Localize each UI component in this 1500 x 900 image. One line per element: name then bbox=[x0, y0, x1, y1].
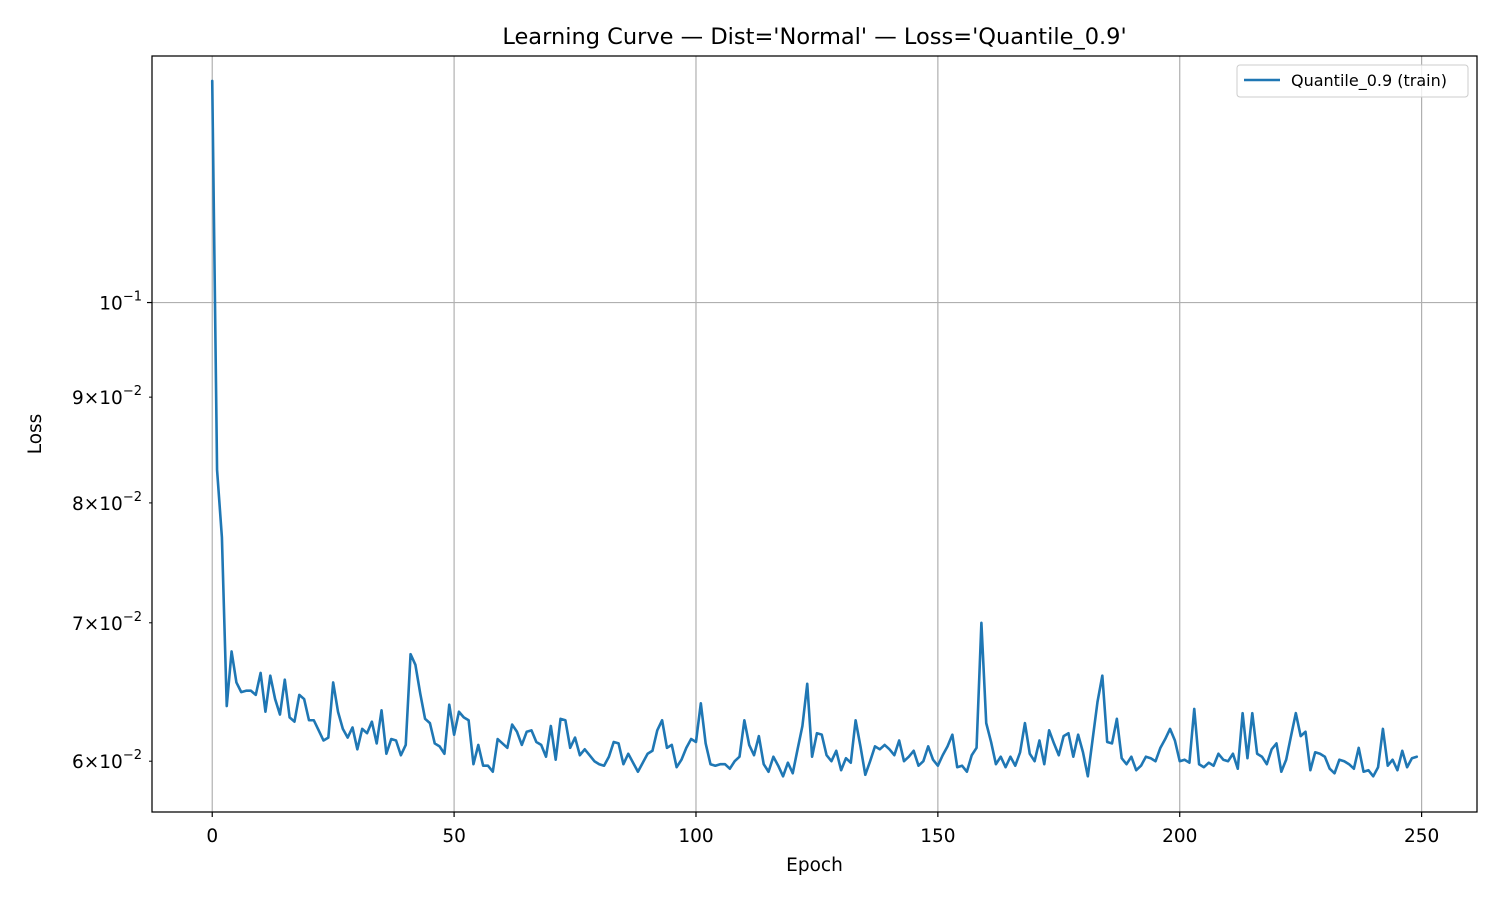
chart-title: Learning Curve — Dist='Normal' — Loss='Q… bbox=[502, 24, 1126, 50]
plot-frame bbox=[151, 55, 1478, 813]
x-tick-label: 250 bbox=[1404, 826, 1439, 847]
y-tick-label: 10−1 bbox=[99, 290, 142, 315]
x-tick-label: 200 bbox=[1162, 826, 1197, 847]
legend-label: Quantile_0.9 (train) bbox=[1291, 71, 1447, 91]
x-tick-label: 0 bbox=[206, 826, 218, 847]
grid-lines bbox=[152, 56, 1477, 812]
legend: Quantile_0.9 (train) bbox=[1236, 64, 1469, 98]
x-axis-label: Epoch bbox=[786, 855, 843, 876]
y-tick-label: 9×10−2 bbox=[72, 384, 142, 409]
series-line-quantile-train bbox=[210, 79, 1419, 778]
y-axis-label: Loss bbox=[25, 414, 46, 455]
y-tick-label: 7×10−2 bbox=[72, 610, 142, 635]
x-tick-label: 100 bbox=[678, 826, 713, 847]
y-tick-label: 6×10−2 bbox=[72, 748, 142, 773]
y-tick-label: 8×10−2 bbox=[72, 490, 142, 515]
x-tick-label: 150 bbox=[920, 826, 955, 847]
x-tick-label: 50 bbox=[442, 826, 466, 847]
x-axis-ticks: 0 50 100 150 200 250 bbox=[206, 812, 1439, 847]
series-layer bbox=[210, 79, 1419, 778]
y-axis-ticks: 6×10−2 7×10−2 8×10−2 9×10−2 10−1 bbox=[72, 290, 152, 773]
legend-box bbox=[1236, 64, 1469, 98]
